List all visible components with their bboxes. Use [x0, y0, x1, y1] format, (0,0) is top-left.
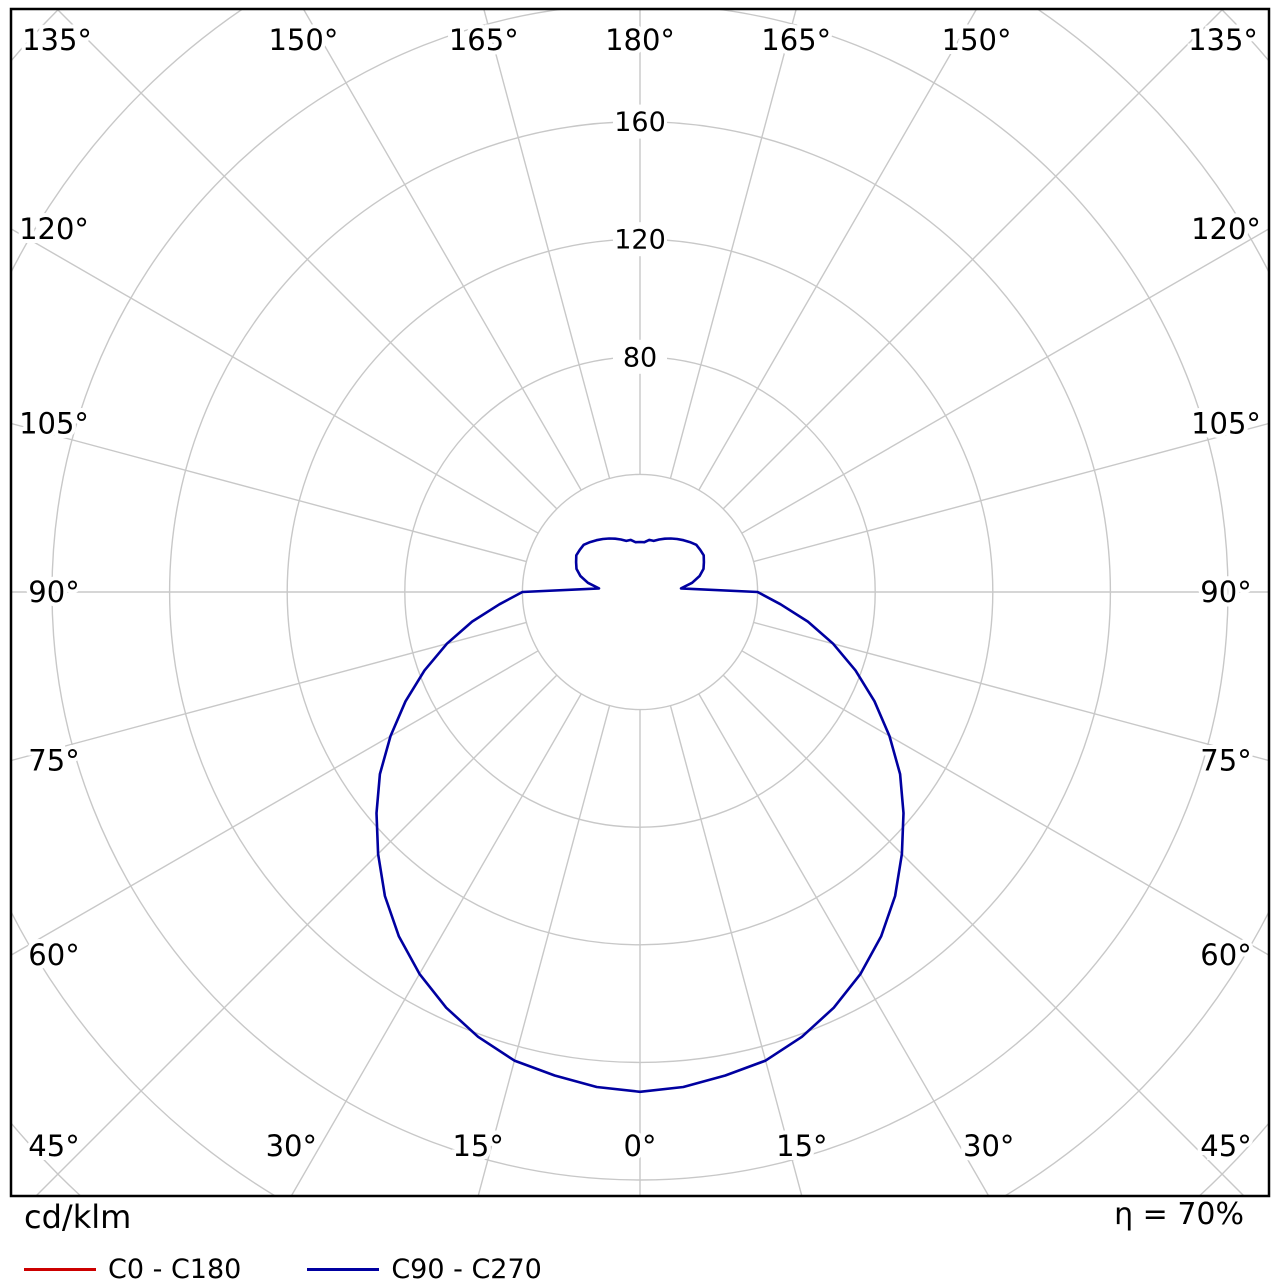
efficiency-label: η = 70%: [1114, 1197, 1244, 1232]
legend-item-c0-c180: C0 - C180: [24, 1254, 241, 1280]
svg-text:180°: 180°: [605, 23, 675, 57]
legend-label-c0-c180: C0 - C180: [108, 1254, 242, 1280]
svg-text:165°: 165°: [761, 23, 831, 57]
svg-text:105°: 105°: [1191, 406, 1261, 440]
radial-axis-labels: 80 120 160: [613, 104, 667, 374]
legend-label-c90-c270: C90 - C270: [391, 1254, 542, 1280]
svg-text:150°: 150°: [268, 23, 338, 57]
svg-text:60°: 60°: [28, 938, 79, 972]
svg-text:160: 160: [614, 107, 666, 138]
svg-text:15°: 15°: [452, 1129, 503, 1163]
chart-border: [9, 7, 1271, 1198]
svg-text:45°: 45°: [1200, 1129, 1251, 1163]
svg-text:120: 120: [614, 225, 666, 256]
svg-text:60°: 60°: [1200, 938, 1251, 972]
legend-item-c90-c270: C90 - C270: [307, 1254, 542, 1280]
legend: C0 - C180 C90 - C270: [24, 1254, 542, 1280]
svg-text:75°: 75°: [1200, 744, 1251, 778]
svg-text:105°: 105°: [19, 406, 89, 440]
svg-text:135°: 135°: [1188, 23, 1258, 57]
svg-text:165°: 165°: [449, 23, 519, 57]
angle-axis-labels: 0° 15° 15° 30° 30° 45° 45° 60° 60° 75° 75° 90° 90° 10…: [15, 19, 1265, 1167]
red-line-swatch: [24, 1268, 96, 1271]
svg-text:30°: 30°: [266, 1129, 317, 1163]
blue-line-swatch: [307, 1268, 380, 1271]
svg-text:120°: 120°: [19, 212, 89, 246]
svg-text:120°: 120°: [1191, 212, 1261, 246]
svg-text:45°: 45°: [28, 1129, 79, 1163]
curve-c90-c270: [375, 537, 905, 1094]
svg-text:150°: 150°: [942, 23, 1012, 57]
svg-text:90°: 90°: [28, 575, 79, 609]
unit-label: cd/klm: [24, 1198, 132, 1236]
svg-text:135°: 135°: [22, 23, 92, 57]
svg-text:75°: 75°: [28, 744, 79, 778]
svg-text:0°: 0°: [624, 1129, 657, 1163]
svg-text:90°: 90°: [1200, 575, 1251, 609]
svg-text:15°: 15°: [776, 1129, 827, 1163]
svg-text:80: 80: [623, 342, 657, 373]
svg-text:30°: 30°: [963, 1129, 1014, 1163]
